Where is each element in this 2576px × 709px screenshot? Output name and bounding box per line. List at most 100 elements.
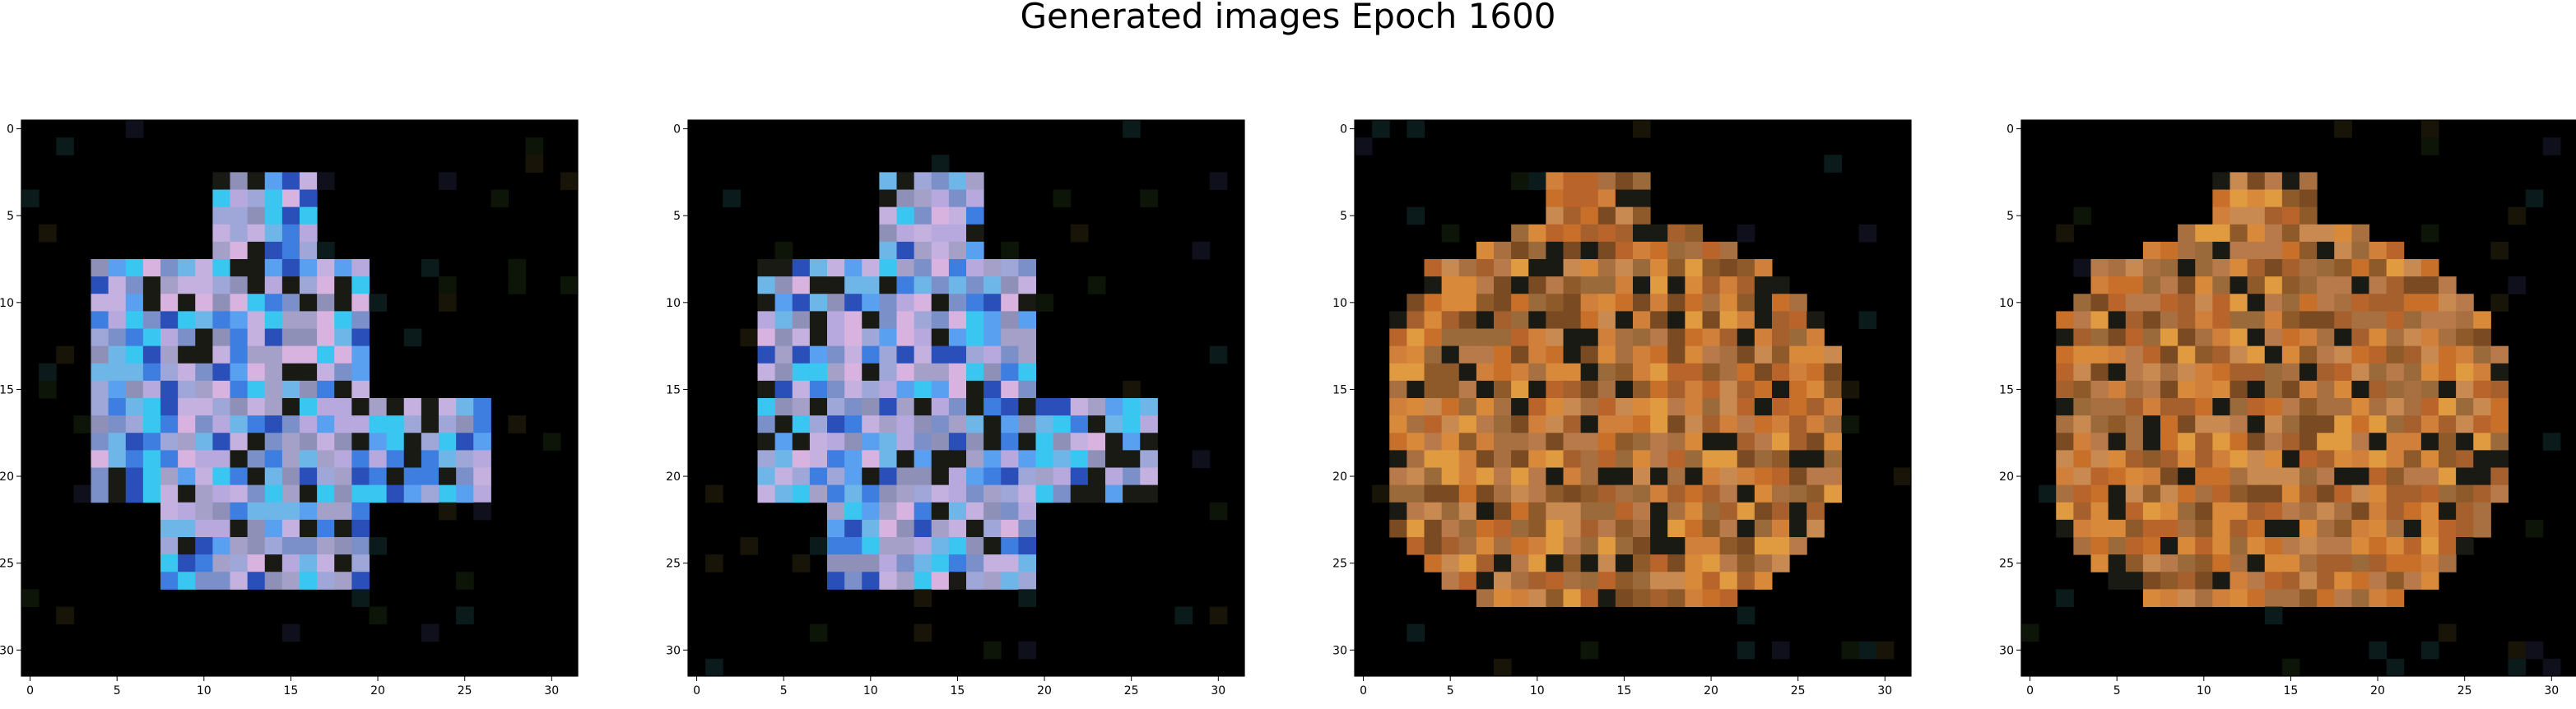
pixel <box>2281 572 2300 590</box>
pixel <box>809 363 828 382</box>
pixel <box>281 502 300 521</box>
pixel <box>966 537 984 555</box>
pixel <box>1633 241 1651 260</box>
pixel <box>931 537 950 555</box>
pixel <box>827 502 845 521</box>
pixel <box>1494 484 1512 503</box>
pixel <box>1563 206 1582 225</box>
pixel <box>1754 484 1773 503</box>
pixel <box>2195 328 2213 347</box>
pixel <box>2125 467 2144 486</box>
pixel <box>1018 433 1036 451</box>
pixel <box>2281 537 2300 555</box>
x-tick-label: 30 <box>544 684 559 697</box>
pixel <box>91 294 109 312</box>
pixel <box>1824 345 1842 364</box>
pixel <box>2369 433 2388 451</box>
pixel <box>300 554 318 572</box>
x-tick-label: 0 <box>26 684 34 697</box>
pixel <box>230 241 249 260</box>
pixel <box>2247 537 2266 555</box>
pixel <box>879 502 897 521</box>
pixel <box>1772 363 1790 382</box>
pixel <box>2195 241 2213 260</box>
pixel <box>212 172 230 190</box>
pixel <box>2142 345 2161 364</box>
pixel <box>1140 467 1158 486</box>
pixel <box>2317 415 2335 433</box>
pixel <box>160 259 179 277</box>
pixel <box>247 328 266 347</box>
pixel <box>844 380 863 399</box>
pixel <box>2195 380 2213 399</box>
pixel <box>1511 450 1529 468</box>
pixel <box>386 484 405 503</box>
pixel <box>334 363 352 382</box>
pixel <box>264 224 283 243</box>
pixel <box>108 433 127 451</box>
pixel <box>2299 380 2318 399</box>
pixel <box>1441 467 1460 486</box>
pixel <box>1476 589 1495 607</box>
pixel <box>2386 554 2405 572</box>
pixel <box>1407 328 1425 347</box>
pixel <box>1667 345 1686 364</box>
pixel <box>230 433 249 451</box>
pixel <box>212 380 230 399</box>
pixel <box>2073 484 2091 503</box>
pixel <box>2090 363 2109 382</box>
pixel <box>1667 554 1686 572</box>
pixel <box>264 241 283 260</box>
pixel <box>948 328 967 347</box>
pixel <box>247 450 266 468</box>
pixel <box>1511 363 1529 382</box>
pixel <box>844 328 863 347</box>
pixel <box>2369 294 2388 312</box>
pixel <box>2420 345 2439 364</box>
pixel <box>1563 433 1582 451</box>
pixel <box>809 623 828 642</box>
pixel <box>1685 259 1703 277</box>
y-tick-label: 25 <box>1999 558 2014 571</box>
pixel <box>879 172 897 190</box>
pixel <box>2178 433 2196 451</box>
pixel <box>195 415 213 433</box>
pixel <box>966 433 984 451</box>
pixel <box>2317 294 2335 312</box>
pixel <box>2195 398 2213 416</box>
pixel <box>2247 311 2266 329</box>
pixel <box>1789 537 1807 555</box>
axes-frame <box>687 119 1245 677</box>
pixel <box>879 294 897 312</box>
pixel <box>2247 467 2266 486</box>
pixel <box>230 415 249 433</box>
pixel <box>317 276 335 294</box>
pixel <box>212 572 230 590</box>
pixel <box>879 415 897 433</box>
pixel <box>2369 328 2388 347</box>
pixel <box>1633 398 1651 416</box>
pixel <box>2090 259 2109 277</box>
pixel <box>2125 398 2144 416</box>
pixel <box>2212 206 2230 225</box>
pixel <box>1407 120 1425 138</box>
pixel <box>1035 450 1054 468</box>
pixel <box>1806 328 1825 347</box>
pixel <box>1053 415 1072 433</box>
pixel <box>300 537 318 555</box>
pixel <box>983 502 1002 521</box>
pixel <box>351 554 370 572</box>
pixel <box>317 450 335 468</box>
pixel <box>1824 155 1842 173</box>
pixel <box>212 276 230 294</box>
pixel <box>1528 484 1546 503</box>
pixel <box>931 241 950 260</box>
pixel <box>1824 484 1842 503</box>
pixel <box>2125 519 2144 538</box>
pixel <box>178 433 196 451</box>
pixel <box>1441 345 1460 364</box>
pixel <box>508 259 527 277</box>
pixel <box>334 502 352 521</box>
pixel <box>125 484 144 503</box>
pixel <box>473 467 491 486</box>
